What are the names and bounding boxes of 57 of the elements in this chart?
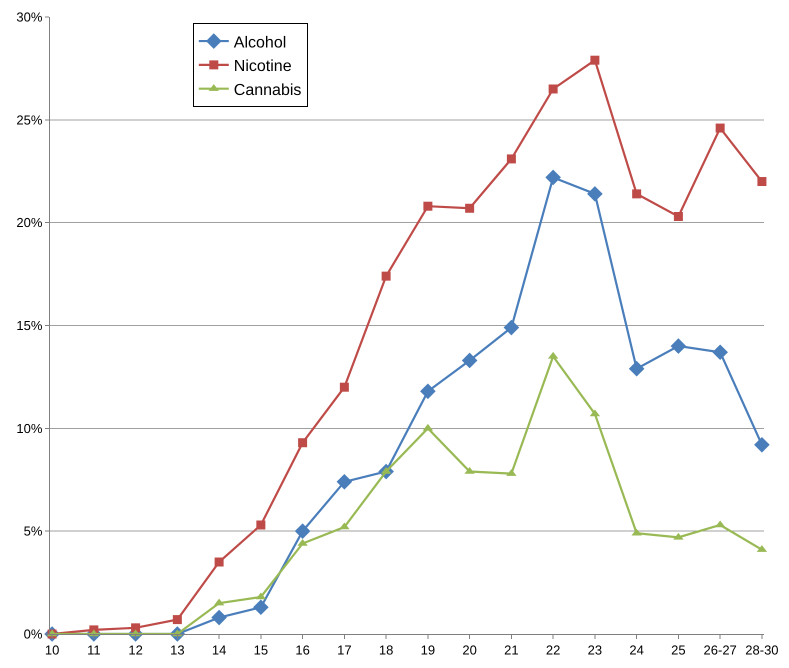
x-tick-label: 18	[378, 642, 394, 658]
y-tick-label: 5%	[24, 524, 43, 539]
x-tick-label: 15	[254, 642, 268, 658]
x-tick-label: 24	[629, 642, 644, 658]
y-tick-label: 10%	[16, 420, 43, 436]
x-tick-label: 26-27	[704, 642, 737, 658]
x-tick-label: 14	[212, 642, 226, 658]
point	[298, 438, 308, 448]
x-tick-label: 25	[671, 642, 686, 658]
y-tick-label: 20%	[16, 215, 43, 230]
point	[382, 272, 391, 281]
legend-label: Nicotine	[234, 58, 292, 76]
x-tick-label: 10	[44, 642, 60, 658]
y-tick-label: 15%	[16, 318, 43, 334]
x-tick-label: 12	[128, 642, 143, 658]
point	[628, 360, 644, 376]
point	[211, 610, 227, 626]
point	[674, 212, 683, 221]
point	[757, 177, 766, 186]
point	[716, 124, 725, 133]
point	[131, 623, 140, 632]
x-tick-label: 23	[588, 642, 602, 658]
x-tick-label: 22	[546, 642, 560, 658]
point	[754, 436, 770, 453]
point	[172, 615, 182, 624]
legend-label: Alcohol	[234, 34, 286, 52]
point	[340, 382, 349, 392]
x-tick-label: 13	[170, 642, 185, 658]
x-tick-label: 17	[337, 642, 352, 658]
point	[253, 599, 269, 616]
y-tick-label: 0%	[24, 626, 43, 642]
x-tick-label: 20	[462, 642, 477, 658]
point	[548, 84, 558, 94]
point	[587, 186, 603, 202]
y-tick-label: 25%	[16, 112, 43, 128]
x-tick-label: 21	[504, 642, 519, 658]
point	[336, 474, 352, 490]
y-tick-label: 30%	[16, 10, 43, 25]
x-tick-label: 28-30	[745, 642, 779, 658]
point	[214, 558, 224, 567]
point	[590, 56, 600, 65]
point	[465, 204, 474, 213]
point	[712, 344, 728, 360]
point	[632, 189, 642, 198]
point	[420, 384, 436, 400]
point	[462, 352, 478, 368]
point	[670, 338, 686, 354]
point	[506, 154, 516, 164]
point	[504, 320, 520, 336]
legend-label: Cannabis	[234, 82, 302, 99]
point	[256, 520, 266, 530]
x-tick-label: 16	[295, 642, 310, 658]
point	[545, 170, 561, 186]
x-tick-label: 19	[420, 642, 436, 658]
x-tick-label: 11	[87, 642, 101, 658]
point	[423, 202, 432, 211]
point	[294, 523, 310, 539]
